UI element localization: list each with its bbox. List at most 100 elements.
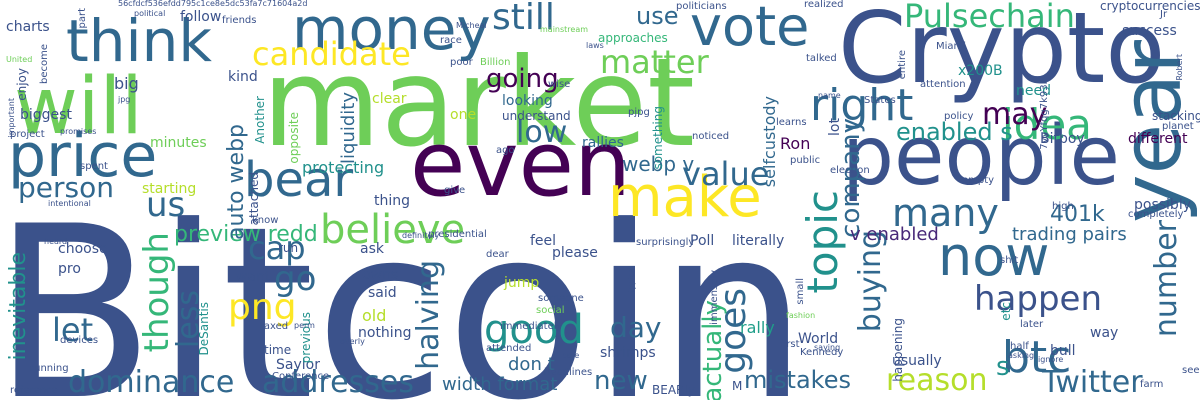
word-idea: idea: [1002, 100, 1092, 149]
word-another: Another: [253, 96, 267, 144]
word-looking: looking: [502, 93, 553, 109]
word-buying: buying: [853, 230, 888, 333]
word-good: good: [484, 307, 584, 353]
word-overly: overly: [340, 337, 365, 346]
word-possibly: possibly: [1134, 197, 1191, 213]
word-micheal: Micheal: [456, 21, 487, 30]
word-rally: rally: [740, 318, 775, 337]
word-promises: promises: [60, 127, 97, 136]
word-old: old: [362, 306, 387, 325]
word-dear: dear: [486, 249, 509, 260]
word-states: States: [864, 95, 896, 106]
word-jr: Jr: [1160, 9, 1168, 20]
word-inevitable: inevitable: [6, 252, 31, 361]
word-starting: starting: [142, 181, 197, 197]
word-billion: Billion: [480, 57, 511, 68]
word-one: one: [450, 107, 477, 123]
word-approaches: approaches: [598, 31, 668, 45]
word-high: high: [1052, 201, 1074, 212]
word-devices: devices: [60, 335, 99, 346]
word-noticed: noticed: [692, 131, 730, 142]
word-shit: shit: [1000, 255, 1019, 266]
word-vote: vote: [690, 0, 810, 58]
word-halving: halving: [411, 260, 446, 370]
word-saying: saying: [814, 343, 841, 352]
word-care: care: [562, 351, 580, 360]
word-said: said: [368, 285, 397, 301]
word-someone: someone: [538, 293, 584, 304]
word-pro: pro: [58, 261, 81, 277]
word-auto-webp: auto webp: [224, 124, 249, 240]
word-happen: happen: [974, 279, 1103, 319]
word-usually: usually: [892, 353, 942, 369]
word-learns: learns: [776, 117, 807, 128]
word-let: let: [52, 311, 94, 349]
word-desantis: DeSantis: [197, 302, 211, 356]
word-value: value: [682, 155, 770, 193]
word-poor: poor: [450, 57, 473, 68]
word-politicians: politicians: [676, 1, 727, 12]
word-pulsechain: Pulsechain: [904, 0, 1075, 35]
word-x200b: x200B: [958, 63, 1003, 79]
word-people: people: [842, 109, 1120, 204]
word-reference: reference: [10, 385, 58, 396]
word-realized: realized: [804, 0, 844, 10]
word-later: later: [1020, 319, 1044, 330]
word-heard: heard: [44, 237, 68, 246]
word-public: public: [790, 155, 821, 166]
word-biggest: biggest: [20, 107, 72, 123]
word-day: day: [610, 311, 662, 344]
word-first: first: [780, 339, 800, 350]
word-ago: ago: [496, 145, 515, 156]
word-previous: previous: [299, 312, 313, 364]
word-png: png: [228, 287, 297, 328]
word-election: election: [830, 165, 870, 176]
word-many: many: [892, 191, 999, 235]
word-laws: laws: [586, 41, 604, 50]
word-clear: clear: [372, 91, 407, 107]
word-way: way: [1090, 325, 1119, 341]
word-headlines: headlines: [544, 367, 593, 378]
word-robert: Robert: [1175, 54, 1184, 81]
word-opposite: opposite: [287, 112, 301, 164]
word-candidate: candidate: [252, 35, 411, 73]
word-7vyyfqg7k93b: 7vyYfqg7k93b: [1039, 78, 1050, 150]
word-policy: policy: [944, 111, 974, 122]
word-different: different: [1128, 131, 1188, 147]
word-dominance: dominance: [68, 365, 235, 400]
word-time: time: [264, 343, 292, 357]
word-immensely: immensely: [709, 270, 720, 325]
word-price: price: [8, 121, 158, 191]
word-webp-v: webp v: [622, 152, 695, 176]
word-miami: Miami: [936, 41, 967, 52]
word-will: will: [14, 62, 143, 152]
word-minutes: minutes: [150, 135, 207, 151]
word-owns: owns: [362, 267, 399, 283]
word-kind: kind: [228, 69, 258, 85]
word-bitcoin: Bitcoin: [0, 176, 809, 400]
word-immediately: immediately: [500, 321, 563, 332]
word-v-enabled: v enabled: [850, 224, 939, 245]
word-planet: planet: [1162, 121, 1194, 132]
word-number: number: [1149, 220, 1184, 338]
word-matter: matter: [600, 43, 709, 81]
word-entire: entire: [897, 50, 908, 80]
word-though: though: [137, 232, 177, 353]
word-jump: jump: [504, 275, 540, 291]
word-run: run: [278, 241, 299, 255]
word-conference: Conference: [272, 371, 330, 382]
word-thing: thing: [374, 193, 411, 209]
word-bull: bull: [1050, 343, 1076, 359]
word-talked: talked: [806, 53, 837, 64]
word-reason: reason: [886, 363, 988, 398]
word-wise: wise: [548, 79, 571, 90]
word-addresses: addresses: [262, 365, 414, 400]
word-asking: asking: [1008, 351, 1035, 360]
word-liquidity: liquidity: [338, 92, 359, 164]
word-going: going: [486, 64, 559, 94]
word-united: United: [6, 55, 33, 64]
word-company: company: [836, 118, 866, 238]
word-poll: Poll: [690, 233, 715, 249]
word-part: part: [77, 8, 88, 29]
word-jpg: jpg: [118, 95, 131, 104]
